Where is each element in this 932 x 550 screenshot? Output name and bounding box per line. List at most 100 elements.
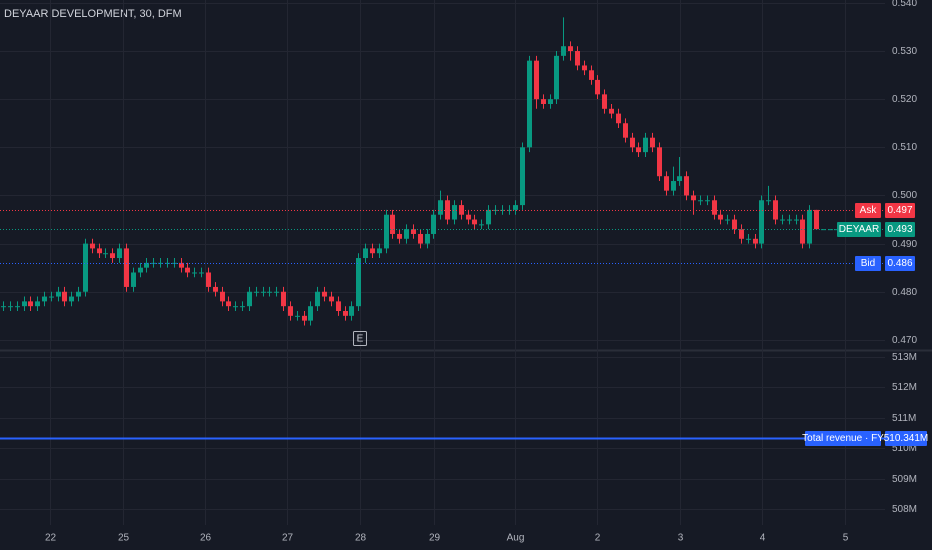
- candle-body[interactable]: [363, 248, 368, 259]
- candle-body[interactable]: [35, 301, 40, 307]
- candle-body[interactable]: [83, 243, 88, 292]
- candle-body[interactable]: [302, 315, 307, 321]
- candle-body[interactable]: [8, 306, 13, 308]
- candle-body[interactable]: [90, 243, 95, 249]
- candle-body[interactable]: [520, 147, 525, 206]
- candle-body[interactable]: [28, 301, 33, 307]
- candle-body[interactable]: [561, 46, 566, 56]
- candle-body[interactable]: [602, 94, 607, 109]
- candle-body[interactable]: [138, 267, 143, 273]
- candle-body[interactable]: [247, 291, 252, 307]
- candle-body[interactable]: [220, 291, 225, 302]
- candle-body[interactable]: [103, 253, 108, 255]
- candle-body[interactable]: [206, 272, 211, 287]
- candle-body[interactable]: [725, 219, 730, 221]
- candle-body[interactable]: [684, 176, 689, 196]
- candle-body[interactable]: [548, 99, 553, 104]
- candle-body[interactable]: [261, 291, 266, 293]
- earnings-marker[interactable]: E: [357, 334, 364, 345]
- candle-body[interactable]: [158, 262, 163, 264]
- candle-body[interactable]: [698, 200, 703, 202]
- candle-body[interactable]: [110, 253, 115, 259]
- candle-body[interactable]: [664, 176, 669, 191]
- candle-body[interactable]: [418, 233, 423, 244]
- candle-body[interactable]: [821, 229, 826, 231]
- candle-body[interactable]: [42, 296, 47, 302]
- candle-body[interactable]: [69, 296, 74, 302]
- candle-body[interactable]: [384, 214, 389, 249]
- candle-body[interactable]: [329, 296, 334, 302]
- candle-body[interactable]: [691, 195, 696, 201]
- candle-body[interactable]: [739, 229, 744, 239]
- candle-body[interactable]: [1, 306, 6, 308]
- candle-body[interactable]: [240, 306, 245, 308]
- candle-body[interactable]: [527, 60, 532, 148]
- candle-body[interactable]: [397, 233, 402, 239]
- candle-body[interactable]: [233, 306, 238, 308]
- candle-body[interactable]: [124, 248, 129, 287]
- candle-body[interactable]: [609, 108, 614, 114]
- candle-body[interactable]: [336, 301, 341, 312]
- candle-body[interactable]: [117, 248, 122, 259]
- candle-body[interactable]: [759, 200, 764, 244]
- candle-body[interactable]: [787, 219, 792, 221]
- candle-body[interactable]: [513, 205, 518, 210]
- candle-body[interactable]: [705, 200, 710, 202]
- candle-body[interactable]: [49, 296, 54, 298]
- candle-body[interactable]: [718, 214, 723, 220]
- candle-body[interactable]: [281, 291, 286, 307]
- candle-body[interactable]: [643, 137, 648, 153]
- candle-body[interactable]: [732, 219, 737, 230]
- candle-body[interactable]: [466, 214, 471, 220]
- candle-body[interactable]: [274, 291, 279, 293]
- candle-body[interactable]: [315, 291, 320, 307]
- candle-body[interactable]: [192, 272, 197, 274]
- candle-body[interactable]: [76, 291, 81, 297]
- candle-body[interactable]: [773, 200, 778, 220]
- candle-body[interactable]: [15, 306, 20, 308]
- candle-body[interactable]: [589, 70, 594, 80]
- candle-body[interactable]: [582, 65, 587, 71]
- candle-body[interactable]: [630, 137, 635, 148]
- candle-body[interactable]: [254, 291, 259, 293]
- candle-body[interactable]: [377, 248, 382, 254]
- candle-body[interactable]: [507, 209, 512, 211]
- candle-body[interactable]: [623, 123, 628, 138]
- candle-body[interactable]: [568, 46, 573, 52]
- candle-body[interactable]: [349, 306, 354, 316]
- candle-body[interactable]: [452, 205, 457, 220]
- candle-body[interactable]: [97, 248, 102, 254]
- candle-body[interactable]: [199, 272, 204, 274]
- candle-body[interactable]: [828, 229, 833, 231]
- candle-body[interactable]: [322, 291, 327, 297]
- candle-body[interactable]: [766, 200, 771, 202]
- candle-body[interactable]: [356, 258, 361, 307]
- candle-body[interactable]: [595, 79, 600, 95]
- candle-body[interactable]: [500, 209, 505, 211]
- candle-body[interactable]: [534, 60, 539, 100]
- candle-body[interactable]: [541, 99, 546, 104]
- candle-body[interactable]: [650, 137, 655, 148]
- candle-body[interactable]: [746, 238, 751, 240]
- candle-body[interactable]: [267, 291, 272, 293]
- candle-body[interactable]: [753, 238, 758, 244]
- candle-body[interactable]: [404, 229, 409, 239]
- candle-body[interactable]: [425, 233, 430, 244]
- candle-body[interactable]: [390, 214, 395, 234]
- candle-body[interactable]: [575, 51, 580, 66]
- candle-body[interactable]: [712, 200, 717, 215]
- candle-body[interactable]: [411, 229, 416, 234]
- candle-body[interactable]: [616, 113, 621, 124]
- candle-body[interactable]: [554, 55, 559, 100]
- candle-body[interactable]: [780, 219, 785, 221]
- candle-body[interactable]: [62, 291, 67, 302]
- candle-body[interactable]: [671, 181, 676, 191]
- candle-body[interactable]: [636, 147, 641, 153]
- candle-body[interactable]: [185, 267, 190, 273]
- candle-body[interactable]: [22, 301, 27, 307]
- candle-body[interactable]: [794, 219, 799, 221]
- candle-body[interactable]: [800, 219, 805, 244]
- candle-body[interactable]: [479, 224, 484, 226]
- candle-body[interactable]: [226, 301, 231, 307]
- candle-body[interactable]: [431, 214, 436, 234]
